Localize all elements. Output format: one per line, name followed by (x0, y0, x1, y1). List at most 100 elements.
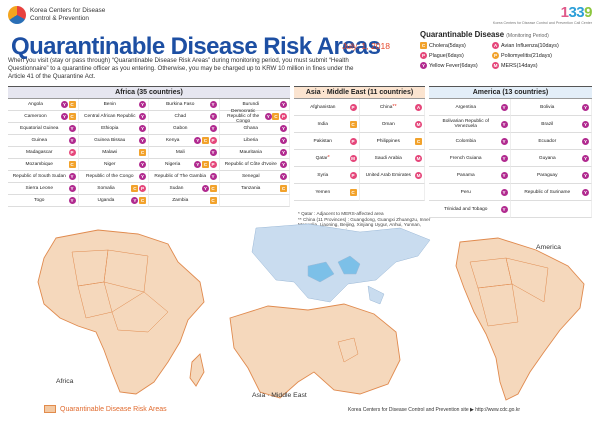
call-center-number: 1339 (493, 4, 593, 21)
country-cell: Colombia Y (429, 133, 511, 150)
country-cell: Togo Y (8, 195, 79, 207)
disease-badge-icon: Y (139, 161, 146, 168)
disease-badge-icon: Y (194, 137, 202, 144)
disease-badge-icon: C (139, 197, 146, 204)
disease-badge-icon: Y (60, 113, 68, 120)
disease-badges: Y (68, 185, 76, 192)
disease-badges: Y (68, 125, 76, 132)
country-cell: Ethiopia Y (78, 123, 149, 135)
legend-item-label: Yellow Fever(6days) (429, 62, 478, 69)
disease-badges: Y (582, 171, 589, 179)
disease-badges: Y (500, 137, 508, 145)
country-name: India (317, 121, 328, 127)
country-cell: Philippines C (359, 133, 425, 150)
country-name: Colombia (455, 138, 476, 144)
country-cell: Sudan Y C (149, 183, 220, 195)
disease-badges: Y (139, 161, 146, 168)
country-name: Argentina (455, 104, 477, 110)
country-cell: French Guiana Y (429, 150, 511, 167)
disease-badges: Y (500, 103, 508, 111)
disease-badges: Y (500, 205, 508, 213)
country-cell: Ghana Y (219, 123, 290, 135)
legend-item-label: MERS(14days) (501, 62, 538, 69)
disease-badges: M (415, 154, 422, 162)
disease-badge-icon: P (492, 52, 499, 59)
disease-badges: Y (280, 161, 287, 168)
country-cell: Paraguay Y (510, 167, 592, 184)
america-panel: America (13 countries) Argentina Y Bolivia… (429, 86, 592, 218)
disease-badges: P (349, 103, 357, 111)
country-name: United Arab Emirates (365, 172, 411, 178)
disease-badge-icon: Y (68, 185, 76, 192)
disease-badge-icon: P (349, 171, 357, 179)
country-cell: Guinea Bissau Y (78, 135, 149, 147)
country-cell (219, 195, 290, 207)
disease-badges: P (68, 149, 76, 156)
disease-badge-icon: Y (139, 173, 146, 180)
country-name: Bolivarian Republic of Venezuela (442, 119, 489, 129)
country-name: Burundi (242, 102, 260, 107)
country-cell: Saudi Arabia M (359, 150, 425, 167)
disease-badge-icon: Y (500, 103, 508, 111)
country-cell: Republic of The Gambia Y (149, 171, 220, 183)
country-name: Peru (460, 189, 471, 195)
disease-badges: M (415, 120, 422, 128)
disease-badge-icon: M (415, 171, 422, 179)
disease-badge-icon: P (420, 52, 427, 59)
disease-badge-icon: Y (500, 120, 508, 128)
country-cell: Sierra Leone Y (8, 183, 79, 195)
country-name: Liberia (243, 138, 258, 143)
disease-badges: A (415, 103, 422, 111)
country-name: Paraguay (536, 172, 558, 178)
disease-badges: Y (209, 113, 217, 120)
disease-badges: Y (280, 137, 287, 144)
disease-badge-icon: C (349, 120, 357, 128)
disease-badge-icon: C (201, 161, 209, 168)
disease-badge-icon: A (415, 103, 422, 111)
country-cell: Republic of Côte d'Ivoire Y (219, 159, 290, 171)
disease-badges: C (280, 185, 287, 192)
country-cell: Trinidad and Tobago Y (429, 201, 511, 218)
country-name: Mali (175, 150, 185, 155)
org-name-line2: Control & Prevention (30, 15, 89, 22)
disease-badge-icon: C (280, 185, 287, 192)
country-name: Ghana (243, 126, 258, 131)
disease-badge-icon: Y (139, 113, 146, 120)
asia-country-table: Afghanistan P China** A India C Oman M Pakistan P… (294, 99, 425, 201)
disease-badges: Y (68, 173, 76, 180)
legend-item-label: Avian Influenza(10days) (501, 42, 559, 49)
country-cell: United Arab Emirates M (359, 167, 425, 184)
asia-panel-title: Asia · Middle East (11 countries) (294, 87, 425, 99)
disease-badge-icon: C (420, 42, 427, 49)
disease-badges: Y (209, 149, 217, 156)
disease-badge-icon: P (280, 113, 287, 120)
disease-badge-icon: Y (582, 188, 589, 196)
disease-badge-icon: C (68, 161, 76, 168)
disease-badge-icon: Y (139, 125, 146, 132)
country-cell: Central African Republic Y (78, 111, 149, 123)
hotline-digit-2: 33 (568, 4, 585, 21)
country-name: Malawi (102, 150, 118, 155)
america-country-table: Argentina Y Bolivia Y Bolivarian Republic of… (429, 99, 592, 218)
country-name: Kenya (165, 138, 180, 143)
country-cell: Democratic Republic of the Congo Y C P (219, 109, 290, 124)
page-title: Quarantinable Disease Risk Areas (11, 33, 381, 60)
disease-badge-icon: Y (280, 173, 287, 180)
disease-badges: Y (500, 154, 508, 162)
country-name: Philippines (376, 138, 400, 144)
disease-badges: C (68, 161, 76, 168)
disease-badge-icon: P (68, 149, 76, 156)
country-cell: Niger Y (78, 159, 149, 171)
country-name: Panama (456, 172, 475, 178)
disease-badge-icon: Y (131, 197, 139, 204)
country-name: Republic of The Gambia (154, 174, 207, 179)
country-cell: Somalia C P (78, 183, 149, 195)
country-cell: India C (294, 116, 360, 133)
risk-area-swatch (44, 405, 56, 413)
country-name: Saudi Arabia (374, 155, 402, 161)
disease-badges: Y (209, 173, 217, 180)
